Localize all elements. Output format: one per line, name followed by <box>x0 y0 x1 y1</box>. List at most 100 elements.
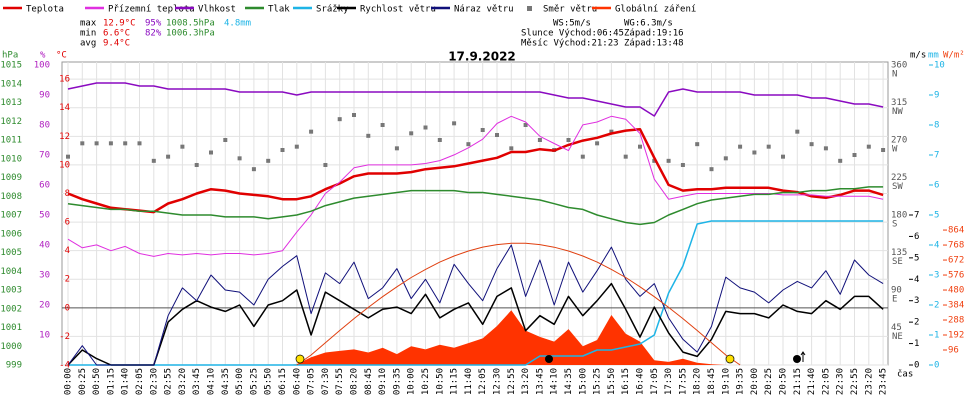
x-tick-label: 08:45 <box>364 368 374 395</box>
x-tick-label: 14:35 <box>564 368 574 395</box>
x-tick-label: 21:15 <box>793 368 803 395</box>
direction-point <box>309 129 314 134</box>
stat-label: max <box>80 19 97 29</box>
mm-tick-label: 5 <box>934 211 939 221</box>
temp-tick-label: 4 <box>65 246 70 256</box>
x-tick-label: 05:25 <box>249 368 259 395</box>
legend-label: Teplota <box>26 5 64 15</box>
direction-point <box>795 129 800 134</box>
hpa-tick-label: 1011 <box>0 136 22 146</box>
ms-unit-label: m/s <box>910 51 926 61</box>
direction-point <box>652 158 657 163</box>
legend-label: Náraz větru <box>454 5 514 15</box>
x-tick-label: 14:10 <box>550 368 560 395</box>
moonset-icon <box>545 355 553 363</box>
temp-tick-label: -4 <box>59 361 70 371</box>
hpa-tick-label: 1010 <box>0 154 22 164</box>
x-tick-label: 18:20 <box>693 368 703 395</box>
mm-tick-label: 2 <box>934 301 939 311</box>
wm-tick-label: 576 <box>948 271 964 281</box>
x-tick-label: 07:30 <box>321 368 331 395</box>
wm-tick-label: 192 <box>948 331 964 341</box>
stat-temp: 9.4°C <box>103 39 130 49</box>
x-axis-label: čas <box>897 369 913 380</box>
x-tick-label: 07:55 <box>335 368 345 395</box>
x-tick-label: 02:05 <box>135 368 145 395</box>
hpa-tick-label: 1001 <box>0 323 22 333</box>
x-tick-label: 07:05 <box>307 368 317 395</box>
x-tick-label: 15:50 <box>607 368 617 395</box>
direction-point <box>695 142 700 147</box>
dir-tick-label: 135 <box>891 248 907 258</box>
direction-point <box>237 156 242 161</box>
x-tick-label: 00:25 <box>78 368 88 395</box>
hpa-tick-label: 1007 <box>0 211 22 221</box>
x-tick-label: 10:00 <box>407 368 417 395</box>
x-tick-label: 13:45 <box>535 368 545 395</box>
hpa-tick-label: 1014 <box>0 79 22 89</box>
x-tick-label: 01:15 <box>106 368 116 395</box>
x-tick-label: 11:15 <box>450 368 460 395</box>
x-tick-label: 10:50 <box>435 368 445 395</box>
compass-label: W <box>892 145 898 155</box>
stat-label: avg <box>80 39 96 49</box>
direction-point <box>108 141 113 146</box>
temp-tick-label: -2 <box>59 332 70 342</box>
direction-point <box>709 167 714 172</box>
temp-tick-label: 8 <box>65 189 70 199</box>
wm-unit-label: W/m² <box>943 51 965 61</box>
direction-point <box>366 133 371 138</box>
hpa-tick-label: 1008 <box>0 192 22 202</box>
x-tick-label: 16:15 <box>621 368 631 395</box>
mm-tick-label: 4 <box>934 241 939 251</box>
x-tick-label: 05:50 <box>264 368 274 395</box>
series-line <box>67 186 884 226</box>
ms-tick-label: 3 <box>914 296 919 306</box>
x-tick-label: 19:10 <box>721 368 731 395</box>
hpa-tick-label: 1004 <box>0 267 22 277</box>
x-tick-label: 15:25 <box>593 368 603 395</box>
info-moon_set: Západ:13:48 <box>624 39 684 49</box>
x-tick-label: 12:55 <box>507 368 517 395</box>
stat-temp: 6.6°C <box>103 29 130 39</box>
x-tick-label: 23:45 <box>879 368 889 395</box>
direction-point <box>809 142 814 147</box>
radiation-area <box>68 310 884 365</box>
stat-press: 1006.3hPa <box>166 29 215 39</box>
x-tick-label: 20:25 <box>764 368 774 395</box>
compass-label: NE <box>892 332 903 342</box>
sun-moon-markers <box>295 351 806 364</box>
direction-point <box>80 141 85 146</box>
temp-tick-label: 12 <box>59 132 70 142</box>
series-line <box>67 82 884 117</box>
mm-tick-label: 6 <box>934 181 939 191</box>
direction-point <box>509 146 514 151</box>
direction-point <box>352 113 356 117</box>
stat-press: 1008.5hPa <box>166 19 215 29</box>
hpa-tick-label: 1002 <box>0 304 22 314</box>
hpa-tick-label: 1015 <box>0 61 22 71</box>
direction-point <box>223 138 228 142</box>
direction-point <box>423 125 428 130</box>
moonrise-icon <box>793 355 801 363</box>
direction-point <box>723 156 728 161</box>
x-tick-label: 06:15 <box>278 368 288 395</box>
series-line <box>67 115 884 257</box>
dir-tick-label: 225 <box>891 173 907 183</box>
direction-point <box>123 141 128 146</box>
direction-point <box>480 128 485 132</box>
direction-point <box>137 141 142 146</box>
x-tick-label: 05:00 <box>235 368 245 395</box>
info-sun: Slunce Východ:06:45 <box>521 29 624 39</box>
compass-label: NW <box>892 107 903 117</box>
temp-tick-label: 2 <box>65 275 70 285</box>
x-tick-label: 12:05 <box>478 368 488 395</box>
hpa-tick-label: 1000 <box>0 342 22 352</box>
mm-tick-label: 9 <box>934 91 939 101</box>
direction-point <box>495 133 499 137</box>
mm-tick-label: 3 <box>934 271 939 281</box>
dir-tick-label: 315 <box>891 98 907 108</box>
direction-point <box>151 158 156 163</box>
direction-point <box>452 121 457 126</box>
x-tick-label: 03:45 <box>192 368 202 395</box>
